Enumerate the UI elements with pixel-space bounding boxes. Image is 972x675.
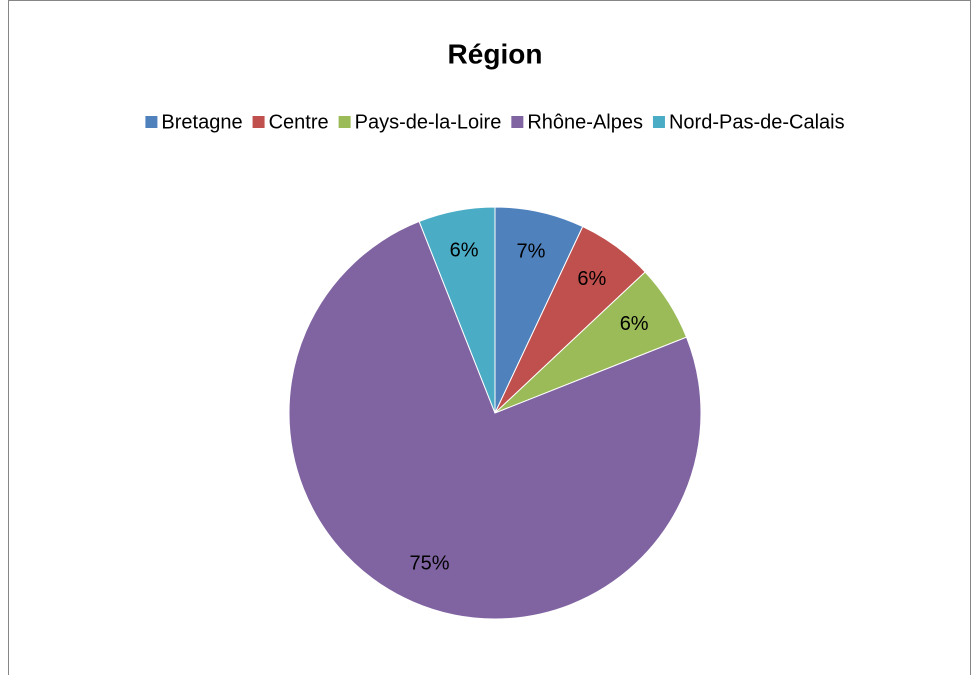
legend-label: Pays-de-la-Loire [355, 111, 502, 133]
legend-swatch [511, 116, 524, 128]
pie-slice [288, 220, 702, 620]
data-label: 7% [516, 240, 545, 262]
chart-border [8, 0, 971, 675]
legend-label: Bretagne [161, 111, 242, 133]
data-label: 6% [577, 268, 606, 290]
data-label: 6% [620, 313, 649, 335]
legend-label: Rhône-Alpes [527, 111, 643, 133]
data-label: 6% [450, 239, 479, 261]
legend-swatch [652, 116, 665, 128]
legend-label: Nord-Pas-de-Calais [669, 111, 845, 133]
legend-swatch [252, 116, 265, 128]
legend-label: Centre [269, 111, 329, 133]
legend-swatch [145, 116, 158, 128]
legend: Bretagne Centre Pays-de-la-Loire Rhône-Alpe… [145, 111, 845, 133]
chart-title: Région [448, 38, 543, 69]
pie-slice [418, 206, 496, 414]
data-label: 75% [410, 553, 450, 575]
legend-swatch [338, 116, 351, 128]
